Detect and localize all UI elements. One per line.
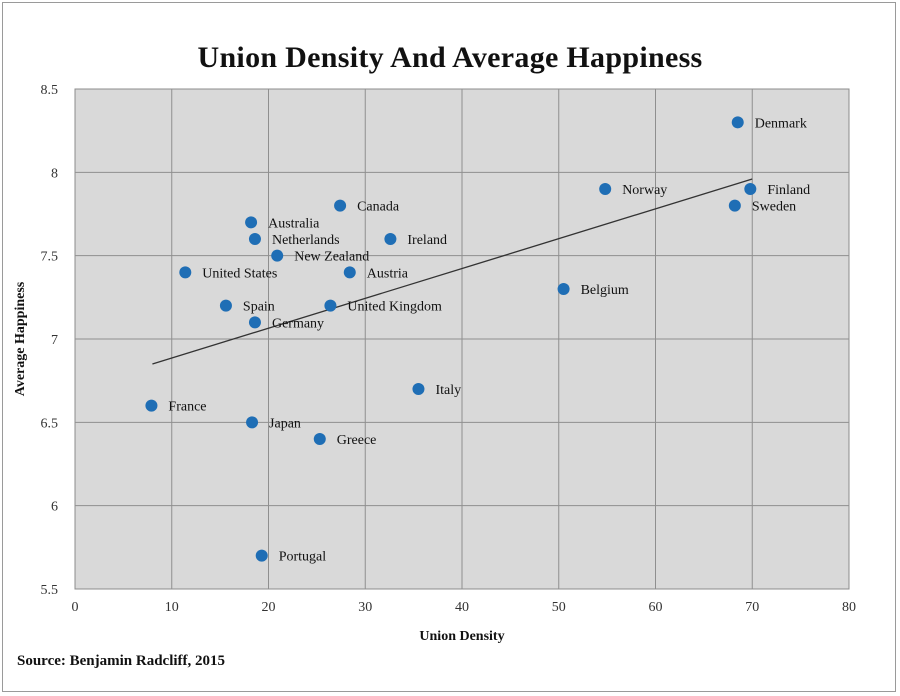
y-tick-label: 7 [51,333,58,348]
data-point-label: New Zealand [294,250,369,265]
data-point [219,299,232,312]
data-point [412,383,425,395]
data-point [245,216,258,229]
x-tick-label: 60 [649,600,663,615]
trendline [152,178,753,365]
data-point-label: Netherlands [272,233,340,248]
x-axis-title: Union Density [419,629,504,644]
y-tick-label: 6.5 [41,416,59,431]
data-point-label: Ireland [407,233,447,248]
data-point-label: Canada [357,200,400,215]
data-point-label: Germany [272,316,324,331]
y-tick-label: 8 [51,166,58,181]
data-point [334,199,347,212]
x-tick-label: 10 [165,600,179,615]
data-point [599,183,612,195]
data-point [145,399,158,412]
data-point-label: Italy [435,383,461,398]
x-tick-label: 70 [745,600,759,615]
data-point-label: Belgium [581,283,629,298]
x-tick-label: 20 [262,600,276,615]
data-point [313,433,326,445]
data-point-label: United Kingdom [347,300,442,315]
x-tick-label: 0 [72,600,79,615]
y-axis-title: Average Happiness [13,281,28,396]
y-tick-label: 8.5 [41,83,59,98]
data-point [731,116,744,129]
chart-title: Union Density And Average Happiness [197,41,703,74]
y-tick-label: 7.5 [41,250,59,265]
x-tick-label: 30 [358,600,372,615]
data-point-label: Finland [767,183,810,198]
data-point [343,266,356,279]
data-point [179,266,192,279]
data-point-label: Norway [622,183,667,198]
data-point-label: Sweden [752,200,796,215]
y-tick-label: 5.5 [41,583,59,598]
data-point-label: Austria [367,266,409,281]
data-point [728,199,741,212]
x-tick-label: 50 [552,600,566,615]
data-point [384,233,397,245]
x-tick-label: 40 [455,600,469,615]
data-point-label: Greece [337,433,377,448]
x-tick-label: 80 [842,600,856,615]
data-point-label: Australia [268,216,320,231]
data-point-label: Denmark [755,116,807,131]
data-point-label: France [168,400,206,415]
data-point [271,249,284,262]
data-point [744,183,757,195]
data-point-label: Portugal [279,550,327,565]
data-point [255,549,268,562]
y-tick-label: 6 [51,500,58,515]
data-point-label: Japan [269,416,301,431]
data-point [246,416,259,429]
data-point-label: United States [202,266,277,281]
data-point [324,299,337,312]
data-point [248,233,261,245]
data-point [557,283,570,295]
data-point [248,316,261,329]
source-note: Source: Benjamin Radcliff, 2015 [17,653,226,669]
data-point-label: Spain [243,300,275,315]
